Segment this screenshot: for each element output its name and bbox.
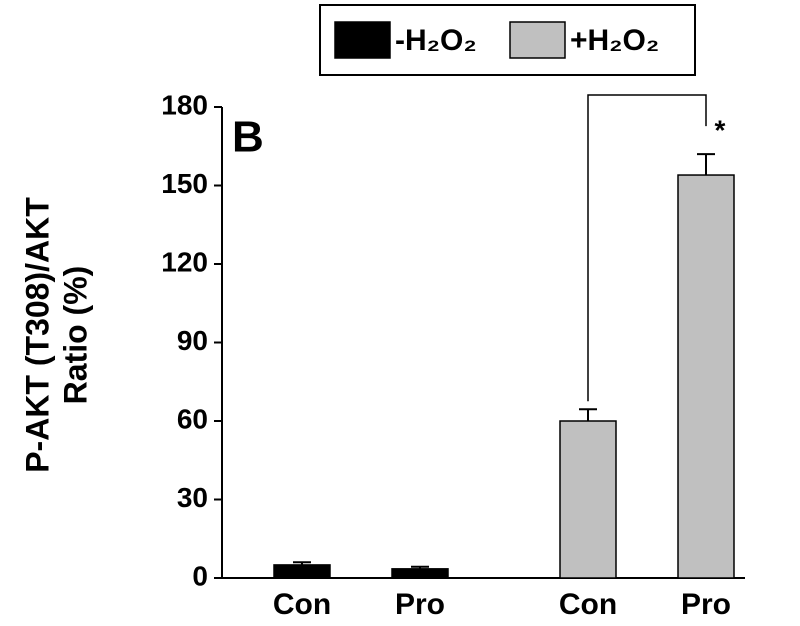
significance-bracket [587, 94, 707, 402]
legend-label: -H₂O₂ [395, 24, 477, 57]
legend-label: +H₂O₂ [570, 24, 659, 57]
y-tick-label: 120 [161, 246, 208, 277]
error-bar [411, 565, 429, 569]
error-bar [579, 408, 597, 421]
x-tick-label: Pro [395, 588, 445, 621]
y-axis-title-line: P-AKT (T308)/AKT [19, 197, 55, 473]
bar [559, 420, 617, 579]
y-tick-label: 180 [161, 89, 208, 120]
x-tick-label: Pro [681, 588, 731, 621]
y-tick-label: 60 [177, 403, 208, 434]
error-bar [697, 153, 715, 176]
x-tick-label: Con [559, 588, 617, 621]
y-axis-title-line: Ratio (%) [57, 266, 93, 405]
legend-swatch [334, 21, 391, 59]
legend-swatch [509, 21, 566, 59]
y-tick-label: 150 [161, 168, 208, 199]
bar [391, 568, 449, 579]
y-tick-label: 90 [177, 325, 208, 356]
bar [273, 564, 331, 579]
error-bar [293, 561, 311, 565]
panel-label: B [232, 113, 264, 162]
x-tick-label: Con [273, 588, 331, 621]
y-tick-label: 0 [192, 560, 208, 591]
y-tick-label: 30 [177, 482, 208, 513]
bar [677, 174, 735, 579]
y-axis-title: P-AKT (T308)/AKT Ratio (%) [19, 197, 93, 473]
significance-marker: * [715, 114, 726, 145]
